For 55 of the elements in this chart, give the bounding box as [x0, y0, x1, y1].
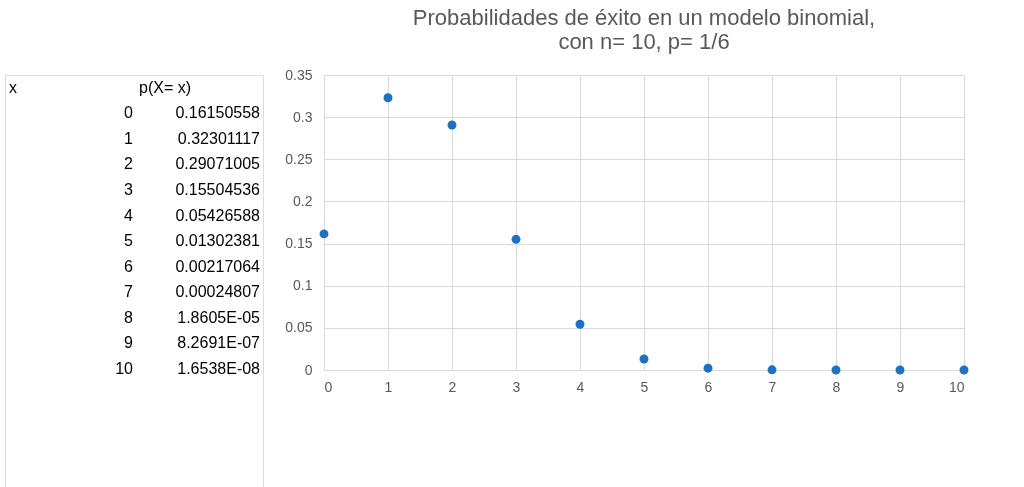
text: 8: [124, 308, 134, 326]
y-tick-label: 0.3: [293, 108, 313, 125]
text: 0.29071005: [175, 155, 261, 173]
text: 0.05426588: [175, 206, 261, 224]
text: 2: [124, 155, 134, 173]
point: [511, 234, 521, 244]
point: [831, 365, 841, 375]
text: 6: [124, 257, 134, 275]
x-tick-label: 2: [448, 378, 457, 395]
x-tick-label: 9: [896, 378, 905, 395]
point: [895, 365, 905, 375]
y-tick-label: 0.35: [285, 66, 313, 83]
y-tick-label: 0: [304, 361, 313, 378]
text: 0.00217064: [175, 257, 261, 275]
x-tick-label: 0: [324, 378, 333, 395]
x-tick-label: 8: [832, 378, 841, 395]
text: 0.01302381: [175, 232, 261, 250]
text: 0: [124, 104, 134, 122]
text: 5: [124, 232, 134, 250]
point: [383, 93, 393, 103]
point: [767, 365, 777, 375]
point: [703, 363, 713, 373]
x-tick-label: 5: [640, 378, 649, 395]
text: 7: [124, 283, 134, 301]
point: [447, 120, 457, 130]
point: [639, 354, 649, 364]
x-tick-label: 3: [512, 378, 521, 395]
point: [319, 229, 329, 239]
x-tick-label: 10: [948, 378, 965, 395]
text: p(X= x): [139, 78, 192, 96]
y-tick-label: 0.15: [285, 235, 313, 252]
y-tick-label: 0.1: [293, 277, 313, 294]
point: [959, 365, 969, 375]
point: [575, 319, 585, 329]
y-tick-label: 0.25: [285, 150, 313, 167]
text: 1.8605E-05: [177, 308, 261, 326]
x-tick-label: 1: [384, 378, 393, 395]
text: 8.2691E-07: [177, 334, 261, 352]
x-tick-label: 6: [704, 378, 713, 395]
text: 9: [124, 334, 134, 352]
text: 10: [115, 359, 134, 377]
text: 3: [124, 181, 134, 198]
chart-title: Probabilidades de éxito en un modelo binomial, con n= 10, p= 1/6: [412, 5, 876, 54]
text: 0.16150558: [175, 104, 261, 122]
x-tick-label: 7: [768, 378, 777, 395]
text: 0.15504536: [175, 181, 261, 198]
y-tick-label: 0.05: [285, 319, 313, 336]
text: 1.6538E-08: [177, 359, 261, 377]
text: 0.32301117: [177, 129, 261, 147]
text: 1: [124, 129, 134, 147]
text: 0.00024807: [175, 283, 261, 301]
y-tick-label: 0.2: [293, 192, 313, 209]
text: x: [9, 78, 17, 96]
text: 4: [124, 206, 134, 224]
x-tick-label: 4: [576, 378, 585, 395]
